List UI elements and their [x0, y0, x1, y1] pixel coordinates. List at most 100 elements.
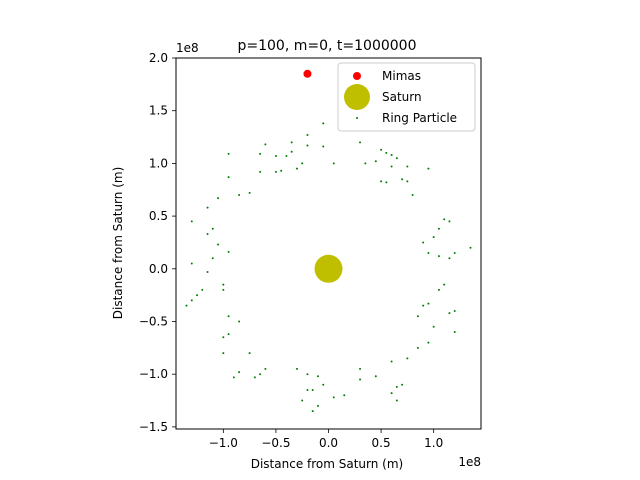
ring-particle-point	[201, 288, 204, 291]
ring-particle-point	[248, 352, 251, 355]
ring-particle-point	[227, 176, 230, 179]
ring-particle-point	[390, 153, 393, 156]
ring-particle-point	[290, 141, 293, 144]
ring-particle-point	[238, 320, 241, 323]
ring-particle-point	[295, 367, 298, 370]
ring-particle-point	[359, 367, 362, 370]
ring-particle-point	[264, 143, 267, 146]
ring-particle-point	[469, 246, 472, 249]
ring-particle-point	[332, 162, 335, 165]
ring-particle-point	[359, 378, 362, 381]
ring-particle-point	[274, 155, 277, 158]
ring-particle-point	[232, 376, 235, 379]
ring-particle-point	[390, 392, 393, 395]
y-tick-label: 0.0	[149, 262, 168, 276]
ring-particle-point	[217, 197, 220, 200]
ring-particle-point	[248, 191, 251, 194]
x-tick-label: 1.0	[424, 436, 443, 450]
ring-particle-point	[190, 220, 193, 223]
ring-particle-point	[206, 206, 209, 209]
ring-particle-point	[401, 383, 404, 386]
ring-particle-point	[295, 167, 298, 170]
y-tick-label: 0.5	[149, 209, 168, 223]
x-axis-label: Distance from Saturn (m)	[251, 457, 404, 471]
ring-particle-point	[301, 162, 304, 165]
ring-particle-point	[395, 157, 398, 160]
ring-particle-point	[437, 288, 440, 291]
ring-particle-point	[190, 262, 193, 265]
ring-particle-point	[437, 255, 440, 258]
ring-particle-point	[380, 180, 383, 183]
ring-particle-point	[306, 144, 309, 147]
ring-particle-point	[285, 155, 288, 158]
y-tick-label: 2.0	[149, 51, 168, 65]
y-axis-offset-text: 1e8	[176, 41, 199, 55]
ring-particle-point	[238, 194, 241, 197]
ring-particle-point	[222, 352, 225, 355]
ring-particle-point	[238, 371, 241, 374]
y-tick-label: 1.0	[149, 156, 168, 170]
ring-particle-point	[311, 389, 314, 392]
ring-particle-point	[332, 396, 335, 399]
ring-particle-point	[422, 304, 425, 307]
ring-particle-point	[416, 315, 419, 318]
ring-particle-point	[227, 315, 230, 318]
x-tick-label: −0.5	[261, 436, 290, 450]
ring-particle-point	[432, 236, 435, 239]
ring-particle-point	[206, 233, 209, 236]
y-axis-label: Distance from Saturn (m)	[111, 167, 125, 320]
ring-particle-point	[401, 178, 404, 181]
ring-particle-point	[395, 385, 398, 388]
ring-particle-point	[185, 304, 188, 307]
ring-particle-point	[274, 170, 277, 173]
ring-particle-point	[264, 367, 267, 370]
legend-box	[337, 62, 476, 132]
ring-particle-point	[374, 375, 377, 378]
ring-particle-point	[364, 162, 367, 165]
ring-particle-point	[196, 294, 199, 297]
ring-particle-point	[448, 220, 451, 223]
legend-marker-mimas	[353, 72, 361, 80]
ring-particle-point	[259, 373, 262, 376]
x-tick-label: 0.0	[319, 436, 338, 450]
ring-particle-point	[427, 167, 430, 170]
ring-particle-point	[222, 336, 225, 339]
ring-particle-point	[206, 270, 209, 273]
ring-particle-point	[259, 170, 262, 173]
ring-particle-point	[311, 410, 314, 413]
ring-particle-point	[222, 283, 225, 286]
y-tick-label: 1.5	[149, 104, 168, 118]
ring-particle-point	[432, 325, 435, 328]
ring-particle-point	[316, 404, 319, 407]
ring-particle-point	[427, 341, 430, 344]
ring-particle-point	[395, 399, 398, 402]
ring-particle-point	[253, 376, 256, 379]
ring-particle-point	[453, 251, 456, 254]
ring-particle-point	[437, 227, 440, 230]
ring-particle-point	[406, 180, 409, 183]
ring-particle-point	[390, 165, 393, 168]
x-axis-offset-text: 1e8	[458, 455, 481, 469]
ring-particle-point	[359, 141, 362, 144]
ring-particle-point	[290, 150, 293, 153]
ring-particle-point	[385, 151, 388, 154]
legend: Mimas Saturn Ring Particle	[337, 62, 476, 132]
ring-particle-point	[448, 257, 451, 260]
ring-particle-point	[301, 399, 304, 402]
ring-particle-point	[443, 218, 446, 221]
ring-particle-point	[316, 375, 319, 378]
ring-particle-point	[222, 288, 225, 291]
ring-particle-point	[443, 283, 446, 286]
x-tick-label: 0.5	[372, 436, 391, 450]
ring-particle-point	[380, 148, 383, 151]
ring-particle-point	[280, 169, 283, 172]
ring-particle-point	[374, 160, 377, 163]
legend-label-mimas: Mimas	[382, 69, 421, 83]
ring-particle-point	[343, 394, 346, 397]
ring-particle-point	[448, 312, 451, 315]
ring-particle-point	[406, 357, 409, 360]
ring-particle-point	[422, 241, 425, 244]
legend-marker-saturn	[344, 84, 370, 110]
saturn-point	[314, 254, 343, 283]
